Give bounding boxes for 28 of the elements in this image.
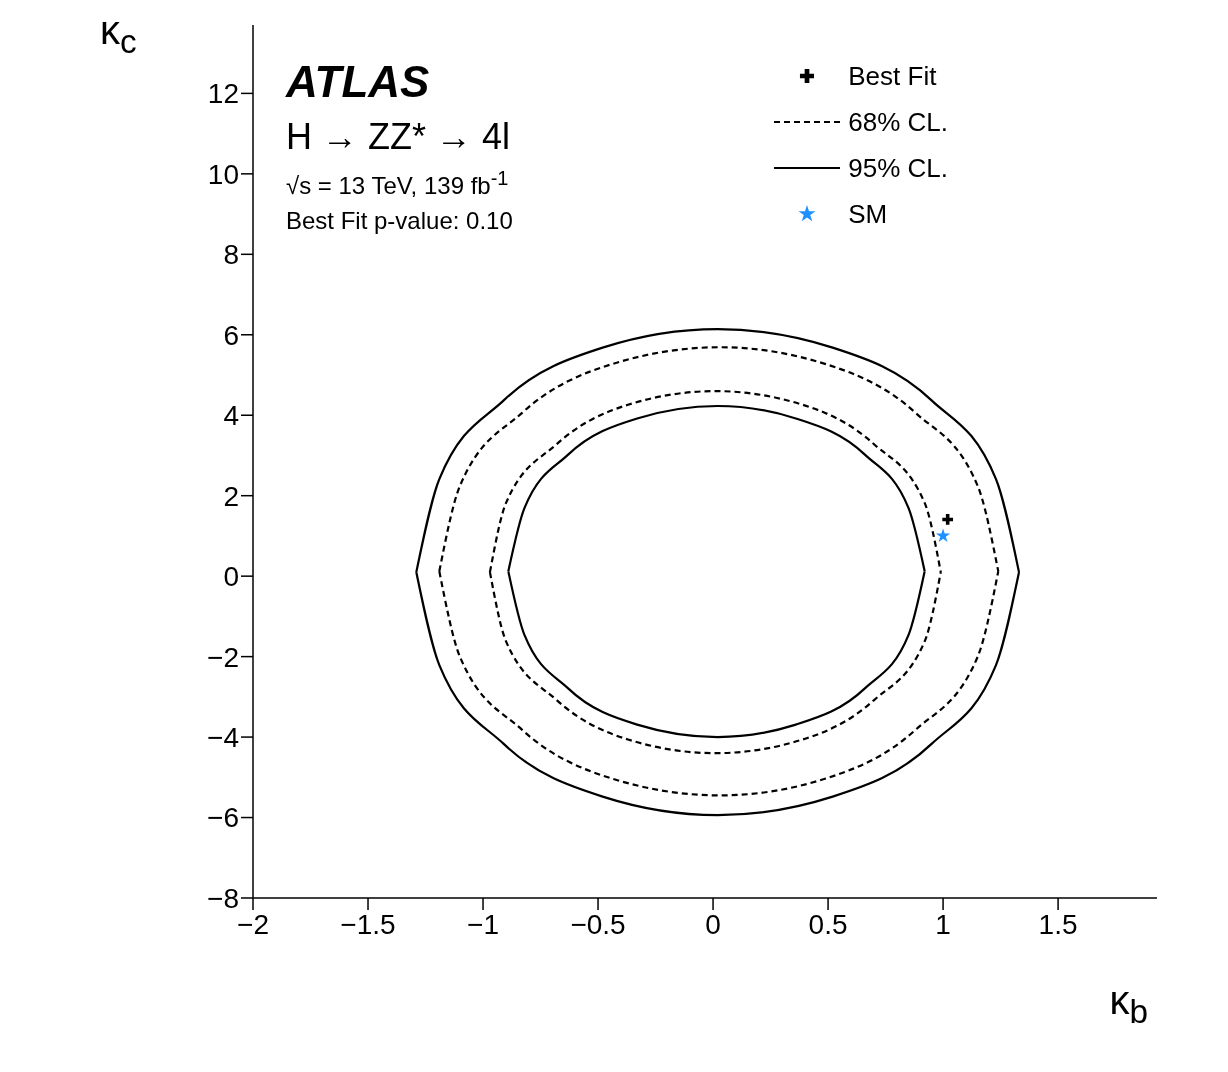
annotation: √s = 13 TeV, 139 fb$^{-1}$ (286, 166, 509, 199)
x-tick-label: 0.5 (808, 908, 848, 940)
annotation: Best Fit p-value: 0.10 (286, 207, 513, 235)
y-tick-label: 10 (207, 158, 239, 190)
x-tick-label: −1 (467, 908, 499, 940)
x-tick-label: −0.5 (570, 908, 626, 940)
y-tick-label: 4 (223, 400, 239, 432)
x-tick-label: 1 (935, 908, 951, 940)
y-axis-title: κ$_{c}$ (100, 8, 137, 60)
x-tick-label: 1.5 (1038, 908, 1078, 940)
y-tick-label: −8 (207, 882, 239, 914)
legend-label: 95% CL. (848, 152, 948, 184)
y-tick-label: 2 (223, 480, 239, 512)
x-tick-label: −1.5 (340, 908, 396, 940)
x-tick-label: 0 (705, 908, 721, 940)
legend-label: Best Fit (848, 60, 937, 92)
annotation: H → ZZ* → 4l (286, 116, 511, 158)
annotation: ATLAS (286, 57, 430, 106)
y-tick-label: 8 (223, 239, 239, 271)
y-tick-label: 0 (223, 561, 239, 593)
y-tick-label: −4 (207, 722, 239, 754)
legend-label: SM (848, 198, 888, 230)
y-tick-label: −6 (207, 802, 239, 834)
y-tick-label: 12 (207, 78, 239, 110)
legend-label: 68% CL. (848, 106, 948, 138)
x-axis-title: κ$_{b}$ (1109, 978, 1148, 1030)
y-tick-label: −2 (207, 641, 239, 673)
y-tick-label: 6 (223, 319, 239, 351)
